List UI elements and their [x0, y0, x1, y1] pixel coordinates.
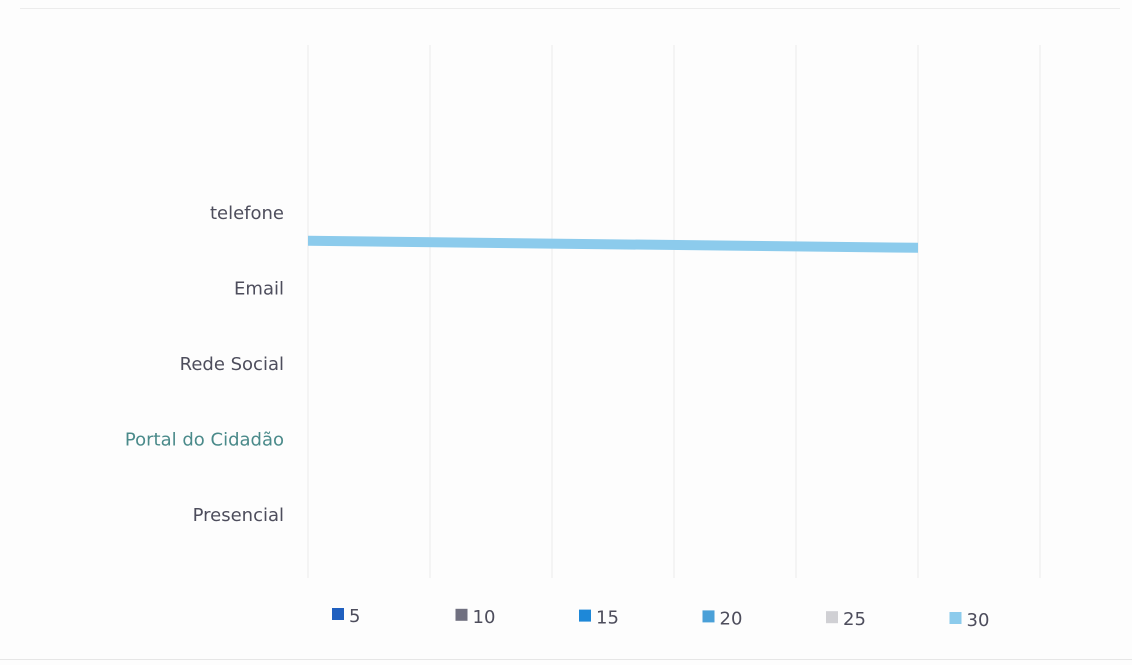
scan-edge-top — [20, 8, 1120, 9]
legend-label-20: 20 — [720, 608, 743, 629]
category-label: Portal do Cidadão — [125, 430, 284, 451]
bars — [308, 235, 918, 253]
category-label: telefone — [210, 203, 284, 224]
bar-30-telefone — [308, 235, 918, 253]
category-label: Email — [234, 278, 284, 299]
category-label: Presencial — [193, 505, 284, 526]
legend-swatch-20 — [702, 610, 715, 623]
legend-swatch-5 — [332, 608, 344, 620]
legend-label-10: 10 — [473, 607, 496, 628]
category-labels: telefone Email Rede Social Portal do Cidadã… — [125, 203, 284, 526]
scan-edge-bottom — [0, 659, 1132, 660]
legend-swatch-15 — [579, 609, 591, 622]
legend-swatch-30 — [949, 612, 962, 624]
gridlines — [307, 45, 1041, 578]
legend-swatch-25 — [826, 611, 838, 624]
legend-swatch-10 — [455, 608, 468, 621]
category-label: Rede Social — [180, 354, 284, 375]
legend-label-30: 30 — [967, 610, 990, 631]
legend-label-5: 5 — [349, 606, 360, 627]
legend-label-25: 25 — [843, 609, 866, 630]
legend: 5 10 15 20 25 30 — [332, 606, 989, 631]
legend-label-15: 15 — [596, 608, 619, 629]
